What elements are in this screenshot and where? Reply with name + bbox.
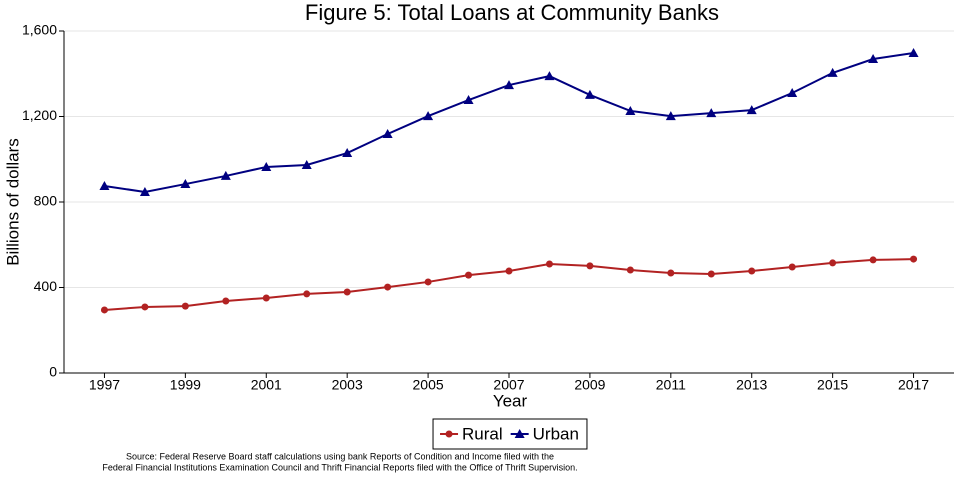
marker <box>514 429 525 438</box>
marker <box>827 67 838 77</box>
y-tick-label: 400 <box>34 278 58 294</box>
y-tick-label: 800 <box>34 193 58 209</box>
marker <box>787 87 798 97</box>
marker <box>869 256 877 264</box>
marker <box>100 306 108 314</box>
marker <box>141 303 149 311</box>
y-tick-label: 1,200 <box>22 107 57 123</box>
marker <box>343 288 351 296</box>
marker <box>382 129 393 139</box>
x-tick-label: 2011 <box>656 377 686 393</box>
x-tick-label: 1999 <box>170 377 201 393</box>
y-tick-label: 0 <box>49 364 57 380</box>
marker <box>625 105 636 115</box>
x-tick-label: 2003 <box>332 377 363 393</box>
x-tick-label: 2017 <box>898 377 929 393</box>
marker <box>746 105 757 115</box>
legend-label: Rural <box>462 424 503 443</box>
marker <box>342 148 353 158</box>
marker <box>424 278 432 286</box>
marker <box>707 270 715 278</box>
x-axis-label: Year <box>493 391 528 410</box>
marker <box>908 48 919 58</box>
x-tick-label: 2009 <box>574 377 605 393</box>
y-tick-label: 1,600 <box>22 22 57 38</box>
marker <box>139 186 150 196</box>
marker <box>181 302 189 310</box>
marker <box>667 269 675 277</box>
marker <box>463 95 474 105</box>
marker <box>505 267 513 275</box>
legend: Rural Urban <box>432 418 588 450</box>
x-tick-label: 2013 <box>736 377 767 393</box>
chart-title: Figure 5: Total Loans at Community Banks <box>305 0 719 25</box>
x-tick-label: 2001 <box>251 377 282 393</box>
marker <box>220 170 231 180</box>
marker <box>262 294 270 302</box>
y-axis-label: Billions of dollars <box>3 138 22 266</box>
x-tick-label: 2007 <box>493 377 524 393</box>
marker <box>384 283 392 291</box>
marker <box>445 430 453 438</box>
marker <box>544 71 555 81</box>
marker <box>626 266 634 274</box>
source-note: Source: Federal Reserve Board staff calc… <box>126 451 554 461</box>
marker <box>748 267 756 275</box>
marker <box>465 271 473 279</box>
marker <box>706 108 717 118</box>
source-note: Federal Financial Institutions Examinati… <box>102 462 577 472</box>
marker <box>586 262 594 270</box>
marker <box>423 111 434 121</box>
marker <box>910 255 918 263</box>
legend-box <box>432 418 588 450</box>
marker <box>222 297 230 305</box>
marker <box>665 111 676 121</box>
marker <box>545 260 553 268</box>
x-tick-label: 1997 <box>89 377 120 393</box>
marker <box>829 259 837 267</box>
marker <box>99 180 110 190</box>
marker <box>504 80 514 90</box>
marker <box>584 89 595 99</box>
marker <box>303 290 311 298</box>
marker <box>868 54 879 64</box>
marker <box>261 161 272 171</box>
legend-label: Urban <box>533 424 579 443</box>
x-tick-label: 2005 <box>413 377 444 393</box>
marker <box>180 179 191 189</box>
marker <box>788 263 796 271</box>
x-tick-label: 2015 <box>817 377 848 393</box>
marker <box>301 160 312 170</box>
